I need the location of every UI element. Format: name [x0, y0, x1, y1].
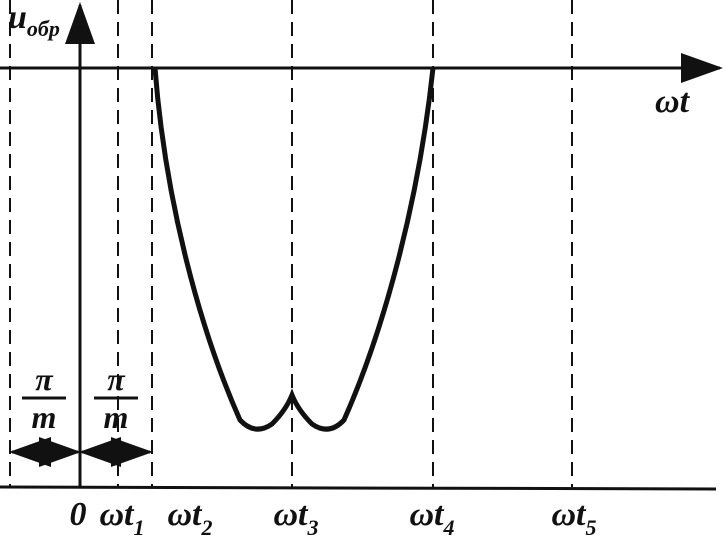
tick-main: ωt — [99, 496, 135, 533]
denominator: m — [104, 399, 129, 435]
y-axis-label: uобр — [8, 0, 60, 41]
tick-sub: 5 — [586, 515, 597, 540]
tick-main: ωt — [409, 496, 445, 533]
tick-sub: 3 — [307, 515, 319, 540]
tick-main: ωt — [167, 496, 203, 533]
tick-main: ωt — [273, 496, 309, 533]
tick-main: ωt — [551, 496, 587, 533]
denominator: m — [32, 399, 57, 435]
tick-label: ωt2 — [167, 496, 212, 540]
x-axis-label: ωt — [655, 83, 691, 120]
tick-label: ωt1 — [99, 496, 144, 540]
fraction: π m — [22, 361, 66, 435]
tick-sub: 1 — [134, 515, 145, 540]
numerator: π — [107, 361, 126, 397]
tick-label: ωt3 — [273, 496, 318, 540]
baseline — [0, 485, 717, 491]
tick-sub: 4 — [443, 515, 455, 540]
tick-label: ωt5 — [551, 496, 596, 540]
fraction: π m — [94, 361, 138, 435]
curve — [152, 67, 436, 432]
tick-sub: 2 — [201, 515, 213, 540]
tick-label: ωt4 — [409, 496, 454, 540]
grid-lines — [9, 0, 573, 487]
tick-main: 0 — [70, 496, 87, 533]
numerator: π — [35, 361, 54, 397]
tick-labels: 0 ωt1 ωt2 ωt3 ωt4 ωt5 — [70, 496, 597, 540]
tick-label: 0 — [70, 496, 87, 533]
